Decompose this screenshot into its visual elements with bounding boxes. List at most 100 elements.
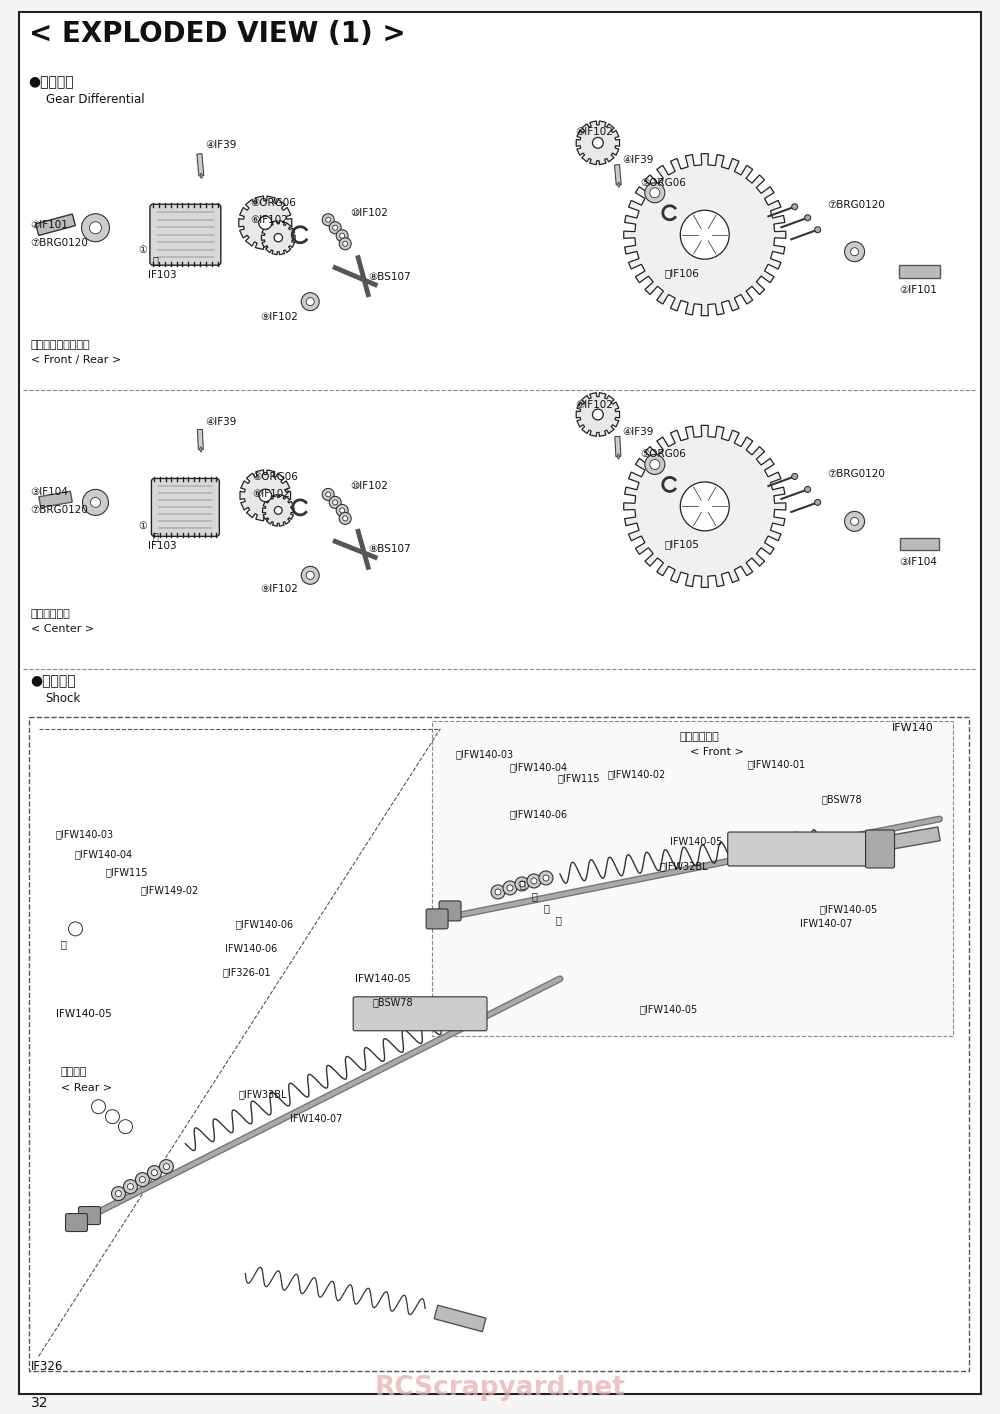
Text: ⑫IF106: ⑫IF106 bbox=[665, 267, 700, 277]
Circle shape bbox=[527, 874, 541, 888]
Text: ⑱IFW140-03: ⑱IFW140-03 bbox=[455, 749, 513, 759]
Polygon shape bbox=[899, 266, 940, 279]
Circle shape bbox=[805, 215, 811, 221]
Polygon shape bbox=[197, 154, 204, 175]
Circle shape bbox=[123, 1179, 137, 1193]
Circle shape bbox=[815, 226, 821, 233]
FancyBboxPatch shape bbox=[151, 478, 219, 536]
Circle shape bbox=[645, 454, 665, 475]
Polygon shape bbox=[576, 122, 620, 164]
Circle shape bbox=[845, 512, 865, 532]
Text: ⑨IF102: ⑨IF102 bbox=[260, 584, 298, 594]
Text: ⑯IF326-01: ⑯IF326-01 bbox=[222, 967, 271, 977]
Polygon shape bbox=[261, 221, 295, 255]
Circle shape bbox=[531, 878, 537, 884]
Text: ⑪: ⑪ bbox=[152, 532, 158, 542]
Text: < Front / Rear >: < Front / Rear > bbox=[31, 355, 121, 365]
Circle shape bbox=[650, 188, 660, 198]
Circle shape bbox=[127, 1184, 133, 1189]
Circle shape bbox=[519, 881, 525, 887]
Text: ⑭BSW78: ⑭BSW78 bbox=[822, 795, 862, 805]
Text: ＜センター＞: ＜センター＞ bbox=[31, 609, 70, 619]
Polygon shape bbox=[576, 393, 620, 437]
Circle shape bbox=[792, 204, 798, 209]
FancyBboxPatch shape bbox=[439, 901, 461, 921]
Text: ⑱IFW140-05: ⑱IFW140-05 bbox=[640, 1004, 698, 1014]
Polygon shape bbox=[615, 164, 621, 185]
Text: < Rear >: < Rear > bbox=[61, 1083, 112, 1093]
Circle shape bbox=[340, 233, 345, 238]
Polygon shape bbox=[240, 469, 291, 520]
Ellipse shape bbox=[618, 182, 620, 187]
Text: ⑤ORG06: ⑤ORG06 bbox=[640, 450, 686, 460]
Circle shape bbox=[274, 506, 282, 515]
Polygon shape bbox=[263, 495, 294, 526]
Text: ⑨IF102: ⑨IF102 bbox=[260, 311, 298, 321]
Text: < Center >: < Center > bbox=[31, 624, 94, 635]
Circle shape bbox=[495, 889, 501, 895]
Text: IF103: IF103 bbox=[148, 542, 177, 551]
Text: ●ダンパー: ●ダンパー bbox=[31, 674, 76, 689]
Text: ＜フロント／リヤ＞: ＜フロント／リヤ＞ bbox=[31, 339, 90, 349]
Text: ⑥IF102: ⑥IF102 bbox=[575, 127, 613, 137]
Circle shape bbox=[592, 137, 603, 148]
Polygon shape bbox=[615, 437, 621, 457]
Circle shape bbox=[306, 571, 314, 580]
Text: ⑧BS107: ⑧BS107 bbox=[368, 271, 411, 281]
Circle shape bbox=[336, 505, 348, 516]
Circle shape bbox=[259, 216, 272, 229]
Text: 32: 32 bbox=[31, 1397, 48, 1410]
FancyBboxPatch shape bbox=[728, 831, 872, 865]
Circle shape bbox=[507, 885, 513, 891]
Text: IF103: IF103 bbox=[148, 270, 177, 280]
Circle shape bbox=[90, 498, 100, 508]
Circle shape bbox=[322, 488, 334, 501]
Circle shape bbox=[645, 182, 665, 202]
Text: ⑭IFW115: ⑭IFW115 bbox=[105, 867, 148, 877]
Polygon shape bbox=[624, 154, 786, 315]
Polygon shape bbox=[879, 827, 940, 851]
Text: RCScrapyard.net: RCScrapyard.net bbox=[375, 1376, 625, 1401]
Circle shape bbox=[259, 489, 272, 502]
Circle shape bbox=[301, 293, 319, 311]
Text: ⑤ORG06: ⑤ORG06 bbox=[252, 472, 298, 482]
Polygon shape bbox=[197, 430, 203, 450]
Text: ④IF39: ④IF39 bbox=[622, 154, 653, 165]
Text: IFW140-07: IFW140-07 bbox=[290, 1114, 343, 1124]
Text: ⑦BRG0120: ⑦BRG0120 bbox=[31, 238, 88, 247]
Circle shape bbox=[69, 922, 82, 936]
Circle shape bbox=[851, 518, 859, 526]
Circle shape bbox=[111, 1186, 125, 1200]
Text: ⑩IF102: ⑩IF102 bbox=[350, 208, 388, 218]
Text: ⑫IFW140-02: ⑫IFW140-02 bbox=[608, 769, 666, 779]
Text: ⑧BS107: ⑧BS107 bbox=[368, 544, 411, 554]
Circle shape bbox=[592, 409, 603, 420]
Circle shape bbox=[515, 877, 529, 891]
Text: ③IF104: ③IF104 bbox=[900, 557, 937, 567]
Circle shape bbox=[151, 1169, 157, 1175]
Text: ⑤ORG06: ⑤ORG06 bbox=[250, 198, 296, 208]
Circle shape bbox=[543, 875, 549, 881]
Text: ⑰IFW140-06: ⑰IFW140-06 bbox=[510, 809, 568, 819]
Text: ⑯IFW140-04: ⑯IFW140-04 bbox=[510, 762, 568, 772]
Text: IFW140-07: IFW140-07 bbox=[800, 919, 852, 929]
Circle shape bbox=[815, 499, 821, 505]
Circle shape bbox=[105, 1110, 119, 1124]
Circle shape bbox=[89, 222, 101, 233]
Polygon shape bbox=[624, 426, 786, 587]
Text: ⑯IFW140-04: ⑯IFW140-04 bbox=[75, 848, 133, 858]
Text: IFW140-05: IFW140-05 bbox=[670, 837, 722, 847]
Text: ⑥IF102: ⑥IF102 bbox=[252, 489, 290, 499]
Text: ⑩IF102: ⑩IF102 bbox=[350, 481, 388, 492]
Polygon shape bbox=[239, 197, 292, 249]
Polygon shape bbox=[900, 539, 939, 550]
Bar bbox=[29, 717, 969, 1372]
Circle shape bbox=[163, 1164, 169, 1169]
Text: ⑤ORG06: ⑤ORG06 bbox=[640, 178, 686, 188]
Circle shape bbox=[326, 218, 331, 222]
Text: ⑮IFW140-05: ⑮IFW140-05 bbox=[820, 904, 878, 913]
Circle shape bbox=[326, 492, 331, 496]
Circle shape bbox=[680, 211, 729, 259]
Circle shape bbox=[135, 1172, 149, 1186]
Polygon shape bbox=[434, 1305, 486, 1332]
